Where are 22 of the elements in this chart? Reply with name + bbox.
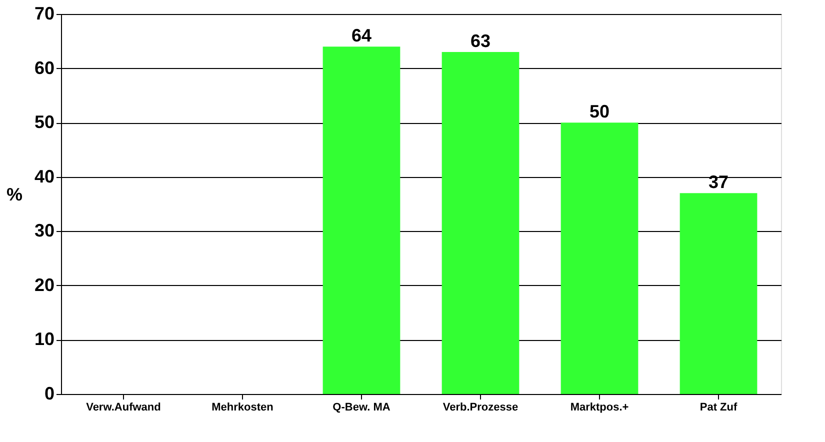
x-tick-label: Verw.Aufwand xyxy=(86,402,161,414)
x-tick-label: Mehrkosten xyxy=(212,402,274,414)
x-tick-label: Verb.Prozesse xyxy=(442,402,518,414)
x-tick-label: Q-Bew. MA xyxy=(332,402,390,414)
data-label: 50 xyxy=(589,102,610,122)
y-tick-label: 50 xyxy=(34,112,54,132)
bar xyxy=(560,122,638,394)
y-tick-label: 0 xyxy=(44,384,54,404)
bar xyxy=(322,46,400,394)
y-tick-label: 30 xyxy=(34,220,54,241)
bar xyxy=(442,52,520,394)
y-tick-label: 70 xyxy=(34,4,54,24)
y-axis-title: % xyxy=(6,184,22,204)
y-tick-label: 20 xyxy=(34,274,54,295)
y-tick-label: 10 xyxy=(34,329,54,350)
y-tick-label: 40 xyxy=(34,166,54,186)
data-label: 64 xyxy=(351,26,372,46)
data-label: 63 xyxy=(470,31,491,51)
x-tick-label: Marktpos.+ xyxy=(570,402,629,414)
y-tick-label: 60 xyxy=(34,58,54,78)
x-tick-label: Pat Zuf xyxy=(700,402,738,414)
bar xyxy=(680,193,758,394)
